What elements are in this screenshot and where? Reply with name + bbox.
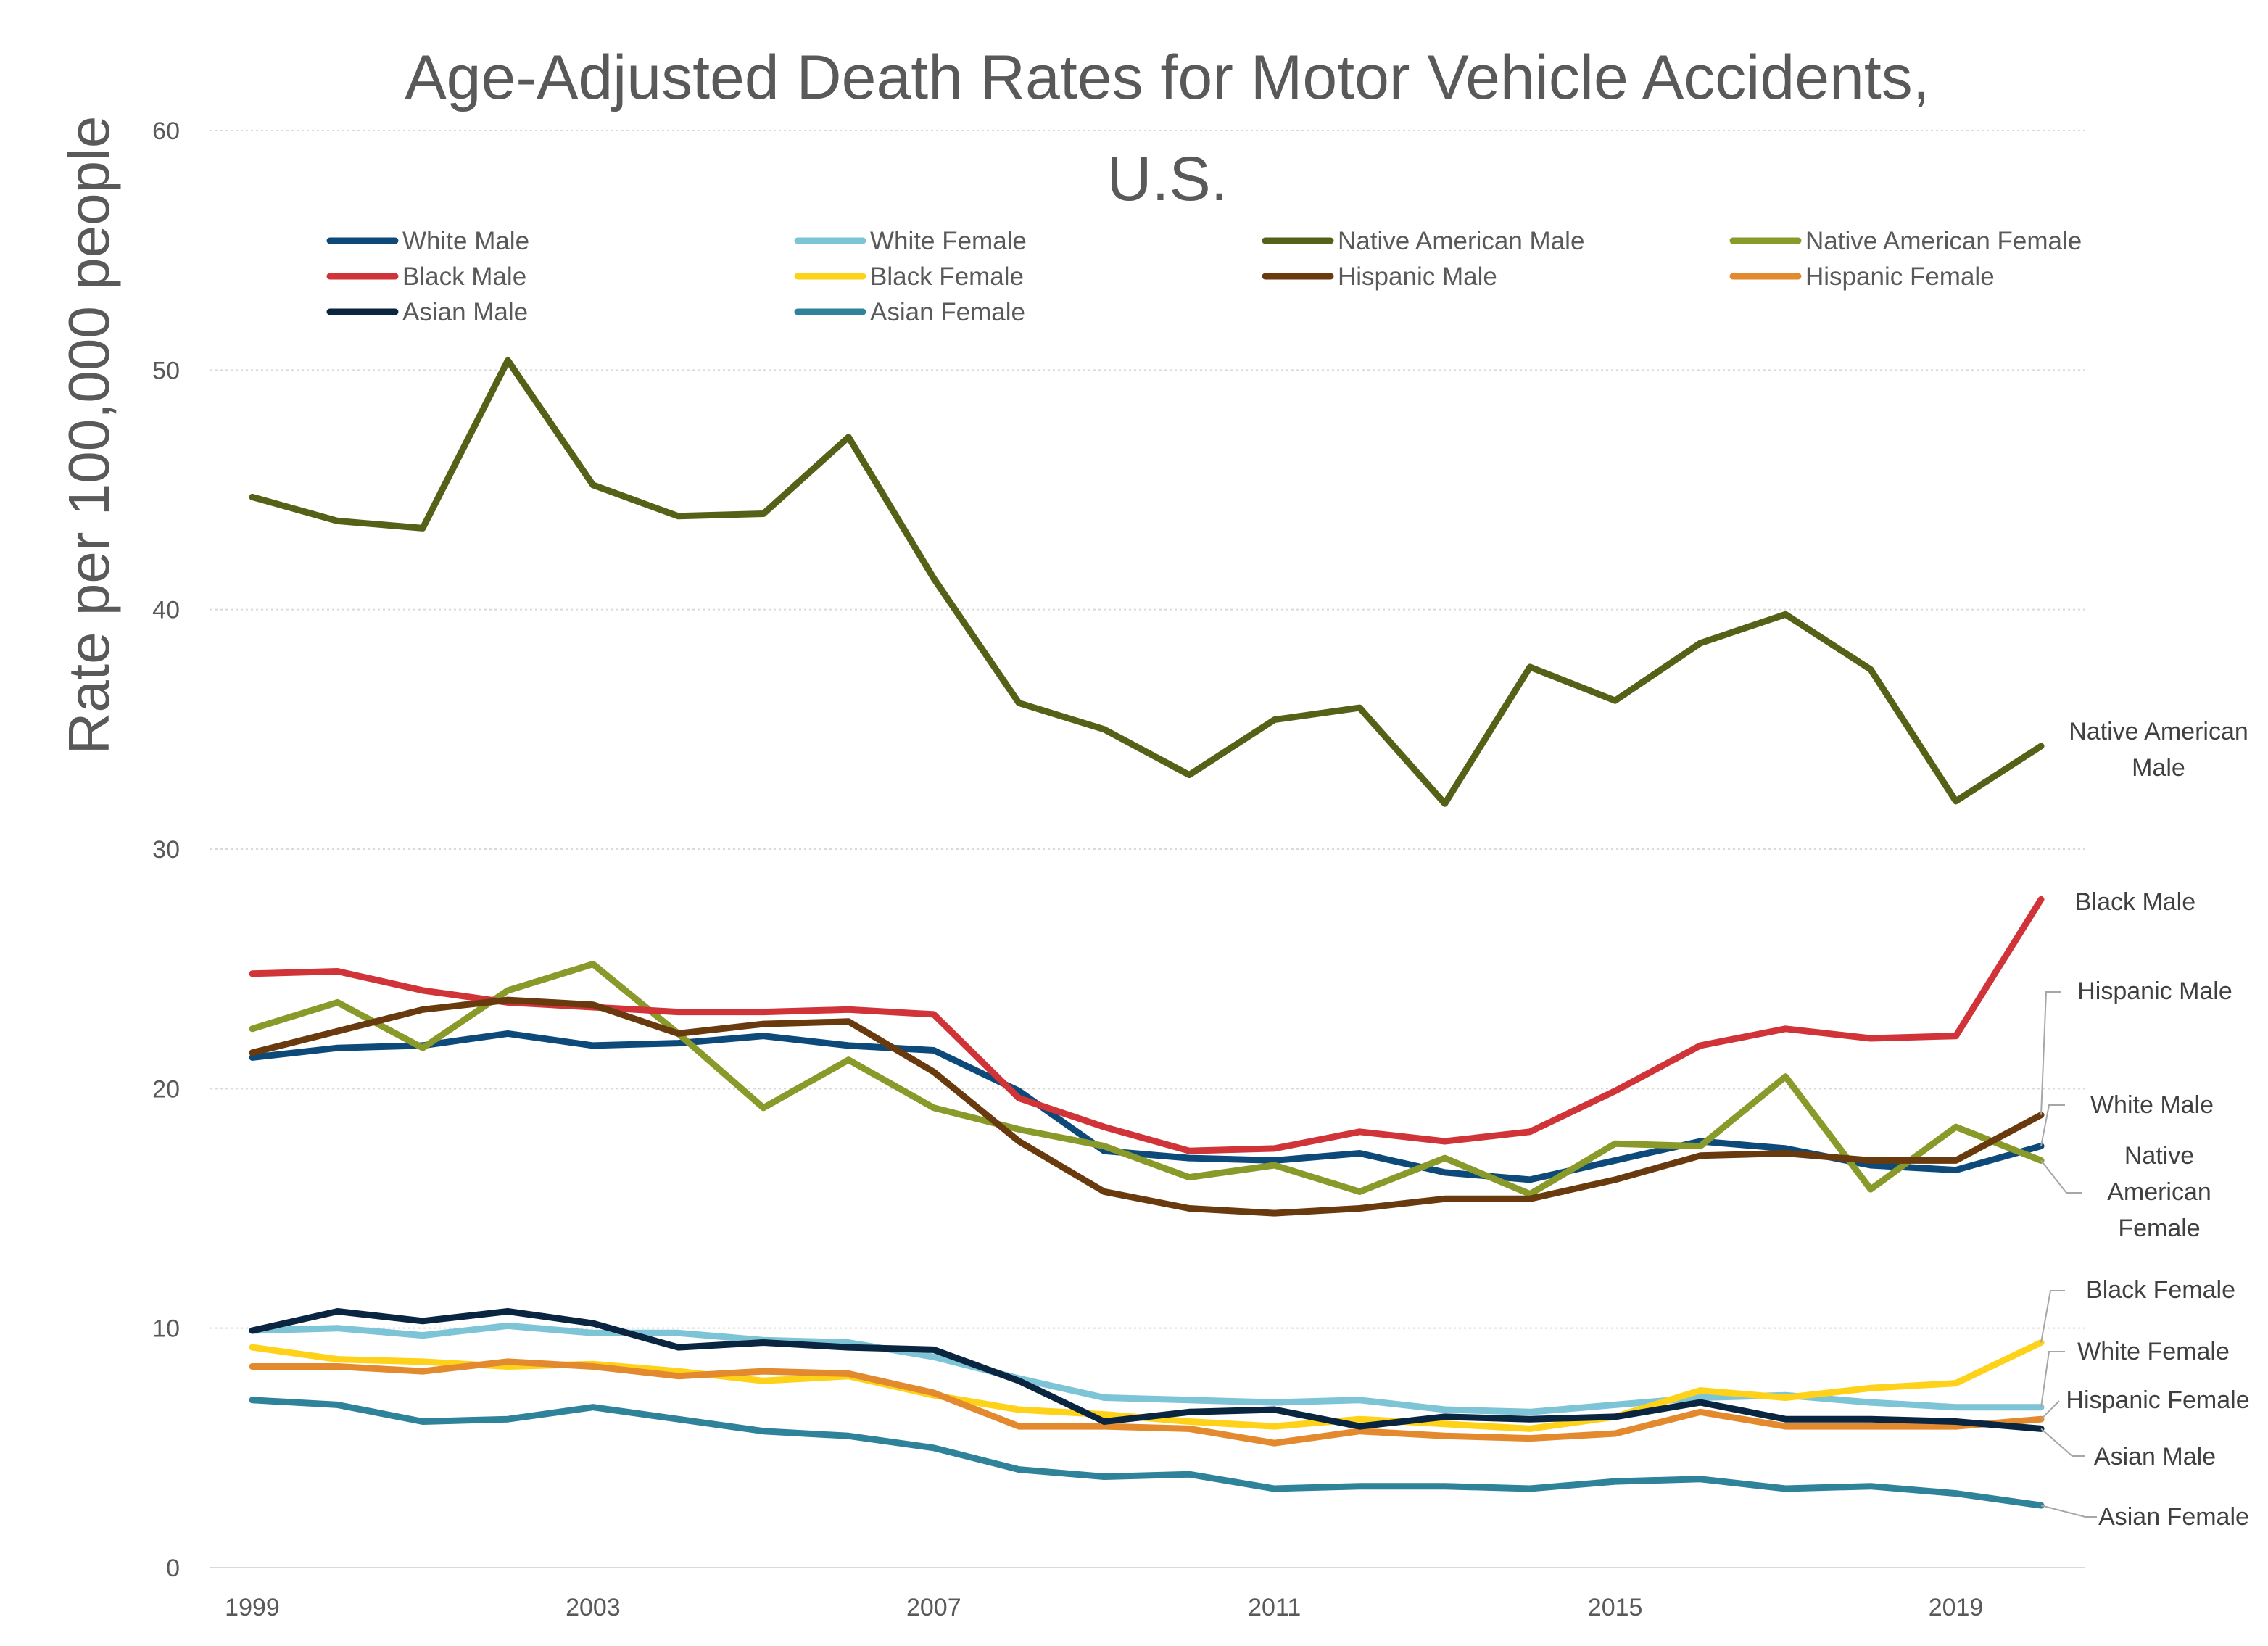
x-tick-labels: 1999 2003 2007 2011 2015 2019 xyxy=(225,1594,1983,1621)
x-tick-2019: 2019 xyxy=(1929,1594,1984,1621)
end-label-white-male: White Male xyxy=(2090,1091,2214,1119)
x-tick-2003: 2003 xyxy=(566,1594,621,1621)
end-label-hispanic-female: Hispanic Female xyxy=(2066,1386,2249,1414)
leader-white-female xyxy=(2040,1351,2065,1407)
x-tick-1999: 1999 xyxy=(225,1594,280,1621)
legend-label-white-male: White Male xyxy=(402,227,529,255)
series-asian-female xyxy=(249,1397,2045,1509)
series-native-american-female xyxy=(249,961,2045,1198)
y-tick-10: 10 xyxy=(152,1315,180,1343)
chart-title-line-2: U.S. xyxy=(1106,144,1228,214)
y-tick-50: 50 xyxy=(152,357,180,384)
label-leader-lines xyxy=(2040,991,2097,1518)
end-label-black-female: Black Female xyxy=(2086,1276,2235,1304)
legend-label-native-american-female: Native American Female xyxy=(1805,227,2082,255)
y-tick-20: 20 xyxy=(152,1075,180,1103)
y-tick-60: 60 xyxy=(152,117,180,145)
leader-asian-female xyxy=(2040,1505,2097,1518)
leader-native-american-female xyxy=(2040,1159,2082,1194)
leader-hispanic-male xyxy=(2040,991,2061,1115)
series-asian-male xyxy=(249,1308,2045,1432)
end-label-black-male: Black Male xyxy=(2075,888,2195,916)
end-label-native-american-male: Native American Male xyxy=(2069,718,2248,782)
x-tick-2015: 2015 xyxy=(1588,1594,1643,1621)
series-end-labels: Native American Male Black Male Hispanic Ma… xyxy=(2066,718,2249,1531)
legend-label-black-male: Black Male xyxy=(402,262,526,291)
leader-black-female xyxy=(2040,1290,2065,1343)
series-white-male xyxy=(249,1030,2045,1183)
leader-hispanic-female xyxy=(2040,1400,2060,1420)
chart-title-line-1: Age-Adjusted Death Rates for Motor Vehic… xyxy=(405,43,1929,112)
y-tick-labels: 0 10 20 30 40 50 60 xyxy=(152,117,180,1582)
legend-label-black-female: Black Female xyxy=(870,262,1024,291)
y-tick-0: 0 xyxy=(166,1555,180,1582)
leader-asian-male xyxy=(2040,1428,2085,1457)
gridlines xyxy=(210,130,2085,1568)
end-label-asian-male: Asian Male xyxy=(2094,1443,2216,1471)
legend-label-white-female: White Female xyxy=(870,227,1027,255)
y-axis-label: Rate per 100,000 people xyxy=(57,116,121,755)
series-hispanic-male xyxy=(249,996,2045,1217)
x-tick-2007: 2007 xyxy=(906,1594,961,1621)
y-tick-40: 40 xyxy=(152,597,180,624)
legend-label-hispanic-female: Hispanic Female xyxy=(1805,262,1995,291)
legend-label-asian-female: Asian Female xyxy=(870,298,1025,326)
leader-white-male xyxy=(2040,1104,2065,1146)
x-tick-2011: 2011 xyxy=(1248,1594,1301,1621)
end-label-white-female: White Female xyxy=(2077,1338,2230,1365)
legend-label-asian-male: Asian Male xyxy=(402,298,528,326)
y-tick-30: 30 xyxy=(152,836,180,864)
series-lines xyxy=(249,357,2045,1509)
legend-label-native-american-male: Native American Male xyxy=(1338,227,1584,255)
end-label-native-american-female: Native American Female xyxy=(2107,1142,2211,1242)
legend-label-hispanic-male: Hispanic Male xyxy=(1338,262,1497,291)
series-native-american-male xyxy=(249,357,2045,807)
end-label-hispanic-male: Hispanic Male xyxy=(2077,977,2232,1005)
end-label-asian-female: Asian Female xyxy=(2098,1503,2249,1531)
series-hispanic-female xyxy=(249,1358,2045,1447)
legend: White Male White Female Native American Ma… xyxy=(326,227,2082,326)
